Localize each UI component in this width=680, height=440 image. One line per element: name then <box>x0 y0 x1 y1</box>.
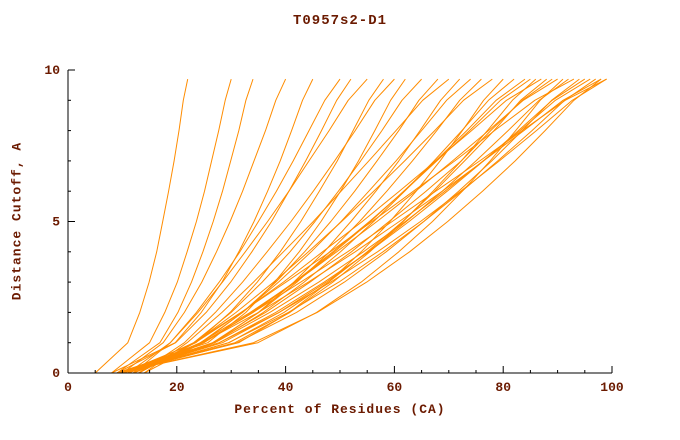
curve-m11 <box>127 78 422 374</box>
curve-m12 <box>122 78 439 374</box>
curve-m33 <box>122 78 596 374</box>
curve-m38 <box>111 78 232 374</box>
curve-m09 <box>138 78 395 374</box>
curve-m17 <box>138 78 493 374</box>
x-tick-label: 100 <box>600 380 624 395</box>
curve-m27 <box>116 78 564 374</box>
x-tick-label: 80 <box>495 380 511 395</box>
chart-title: T0957s2-D1 <box>292 13 387 29</box>
curve-m18 <box>116 78 504 374</box>
curve-m36 <box>122 78 607 374</box>
y-axis-label: Distance Cutoff, A <box>9 141 25 301</box>
x-tick-label: 40 <box>278 380 294 395</box>
curve-m15 <box>133 78 471 374</box>
x-tick-label: 60 <box>387 380 403 395</box>
x-tick-label: 20 <box>169 380 185 395</box>
curve-m30 <box>122 78 580 374</box>
y-tick-label: 5 <box>52 215 60 230</box>
curve-m07 <box>132 78 368 374</box>
curve-m01 <box>94 78 189 374</box>
curve-m04 <box>111 78 314 374</box>
curve-m24 <box>122 78 548 374</box>
curve-m06 <box>116 78 352 374</box>
x-axis-label: Percent of Residues (CA) <box>234 402 446 417</box>
curve-m19 <box>127 78 515 374</box>
curve-m32 <box>133 78 591 374</box>
curve-m03 <box>122 78 287 374</box>
y-tick-label: 10 <box>44 63 60 78</box>
curve-m31 <box>127 78 586 374</box>
curve-m02 <box>116 78 254 374</box>
curve-m34 <box>116 78 602 374</box>
curve-m05 <box>127 78 341 374</box>
curve-m25 <box>127 78 553 374</box>
y-tick-label: 0 <box>52 366 60 381</box>
curve-m26 <box>133 78 558 374</box>
curve-m13 <box>143 78 450 374</box>
x-tick-label: 0 <box>64 380 72 395</box>
curve-m29 <box>138 78 575 374</box>
curve-m37 <box>143 78 607 374</box>
curve-m21 <box>133 78 531 374</box>
